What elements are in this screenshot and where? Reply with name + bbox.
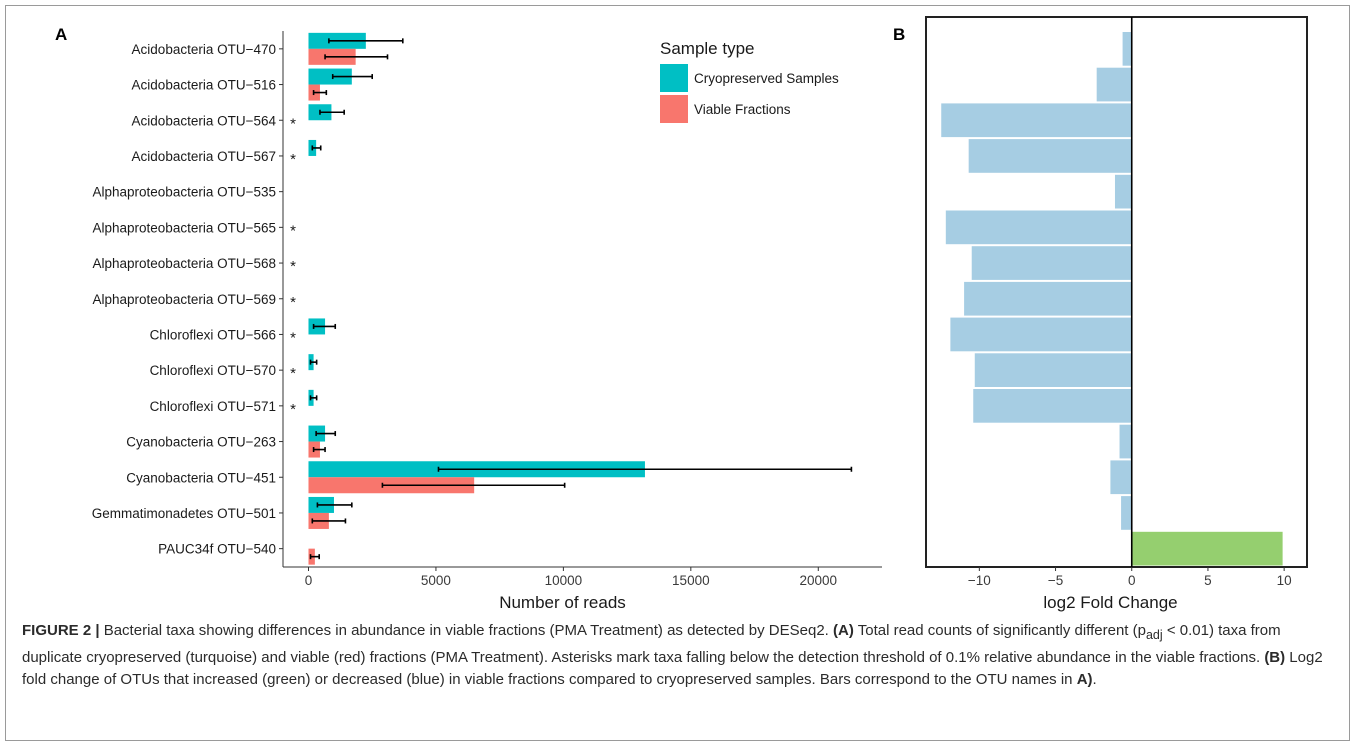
- legend-label-0: Cryopreserved Samples: [694, 71, 839, 86]
- fold-change-bar-0: [1122, 32, 1132, 66]
- fold-change-bar-7: [964, 281, 1132, 316]
- caption-part-4: Log2 fold change of OTUs that increased …: [22, 648, 1323, 689]
- fold-change-bar-9: [974, 353, 1132, 387]
- caption-part-2: Total read counts of significantly diffe…: [853, 622, 1146, 639]
- panel-letter-b: B: [893, 25, 905, 44]
- x-tick-label-a-3: 15000: [672, 573, 710, 588]
- category-label-0: Acidobacteria OTU−470: [132, 42, 276, 57]
- fold-change-bar-2: [941, 103, 1132, 138]
- caption-part-1: Bacterial taxa showing differences in ab…: [99, 622, 834, 639]
- asterisk-3: *: [290, 151, 296, 168]
- panel-b-border: [925, 16, 1308, 568]
- x-tick-label-b-3: 5: [1204, 573, 1212, 588]
- fold-change-bar-12: [1110, 460, 1132, 495]
- x-axis-title-a: Number of reads: [499, 593, 626, 612]
- fold-change-bar-4: [1114, 174, 1132, 209]
- caption-part-3: < 0.01) taxa from duplicate cryopreserve…: [22, 622, 1281, 666]
- caption-b-ref: (B): [1264, 648, 1286, 666]
- category-label-14: PAUC34f OTU−540: [158, 542, 276, 557]
- fold-change-bar-5: [945, 210, 1132, 245]
- category-label-1: Acidobacteria OTU−516: [132, 78, 276, 93]
- x-tick-label-b-0: −10: [968, 573, 991, 588]
- caption-a-end: A): [1076, 671, 1093, 688]
- x-tick-label-a-1: 5000: [421, 573, 451, 588]
- fold-change-bar-8: [950, 317, 1132, 352]
- category-label-12: Cyanobacteria OTU−451: [126, 470, 276, 485]
- legend-label-1: Viable Fractions: [694, 102, 791, 117]
- panel-a: Acidobacteria OTU−470 Acidobacteria OTU−5…: [92, 31, 882, 612]
- category-label-8: Chloroflexi OTU−566: [150, 327, 276, 342]
- legend-swatch-1: [660, 95, 688, 123]
- asterisk-6: *: [290, 258, 296, 275]
- x-tick-label-a-2: 10000: [545, 573, 583, 588]
- fold-change-bar-13: [1121, 496, 1132, 530]
- x-tick-label-b-4: 10: [1277, 573, 1292, 588]
- asterisk-8: *: [290, 329, 296, 346]
- x-tick-label-a-4: 20000: [800, 573, 838, 588]
- figure-frame: [5, 5, 1350, 741]
- category-label-9: Chloroflexi OTU−570: [150, 363, 276, 378]
- asterisk-9: *: [290, 365, 296, 382]
- asterisk-5: *: [290, 222, 296, 239]
- asterisk-7: *: [290, 294, 296, 311]
- category-label-7: Alphaproteobacteria OTU−569: [93, 292, 277, 307]
- fold-change-bar-3: [968, 139, 1132, 173]
- fold-change-bar-1: [1096, 67, 1132, 102]
- category-label-10: Chloroflexi OTU−571: [150, 399, 276, 414]
- x-tick-label-b-2: 0: [1128, 573, 1136, 588]
- asterisk-10: *: [290, 401, 296, 418]
- panel-b: −10 −5 0 5 10 log2 Fold Change: [925, 16, 1308, 612]
- x-axis-title-b: log2 Fold Change: [1043, 593, 1177, 612]
- x-tick-label-a-0: 0: [305, 573, 313, 588]
- caption-part-5: .: [1092, 671, 1097, 688]
- caption-p-subscript: adj: [1145, 628, 1163, 642]
- category-label-5: Alphaproteobacteria OTU−565: [93, 220, 277, 235]
- panel-letter-a: A: [55, 25, 67, 44]
- fold-change-bar-11: [1119, 424, 1132, 459]
- category-label-6: Alphaproteobacteria OTU−568: [93, 256, 277, 271]
- fold-change-bar-10: [973, 389, 1132, 423]
- category-label-3: Acidobacteria OTU−567: [132, 149, 276, 164]
- caption-label: FIGURE 2 |: [22, 622, 100, 639]
- legend-swatch-0: [660, 64, 688, 92]
- asterisk-2: *: [290, 115, 296, 132]
- caption-a-ref: (A): [833, 622, 854, 639]
- category-label-13: Gemmatimonadetes OTU−501: [92, 506, 276, 521]
- figure-caption: FIGURE 2 | Bacterial taxa showing differ…: [22, 620, 1332, 692]
- category-label-11: Cyanobacteria OTU−263: [126, 435, 276, 450]
- x-tick-label-b-1: −5: [1048, 573, 1063, 588]
- bar-cryopreserved-1: [308, 68, 352, 85]
- legend-title: Sample type: [660, 39, 755, 58]
- category-label-2: Acidobacteria OTU−564: [132, 113, 277, 128]
- fold-change-bar-6: [971, 246, 1132, 280]
- category-label-4: Alphaproteobacteria OTU−535: [93, 185, 277, 200]
- fold-change-bar-14: [1131, 531, 1283, 566]
